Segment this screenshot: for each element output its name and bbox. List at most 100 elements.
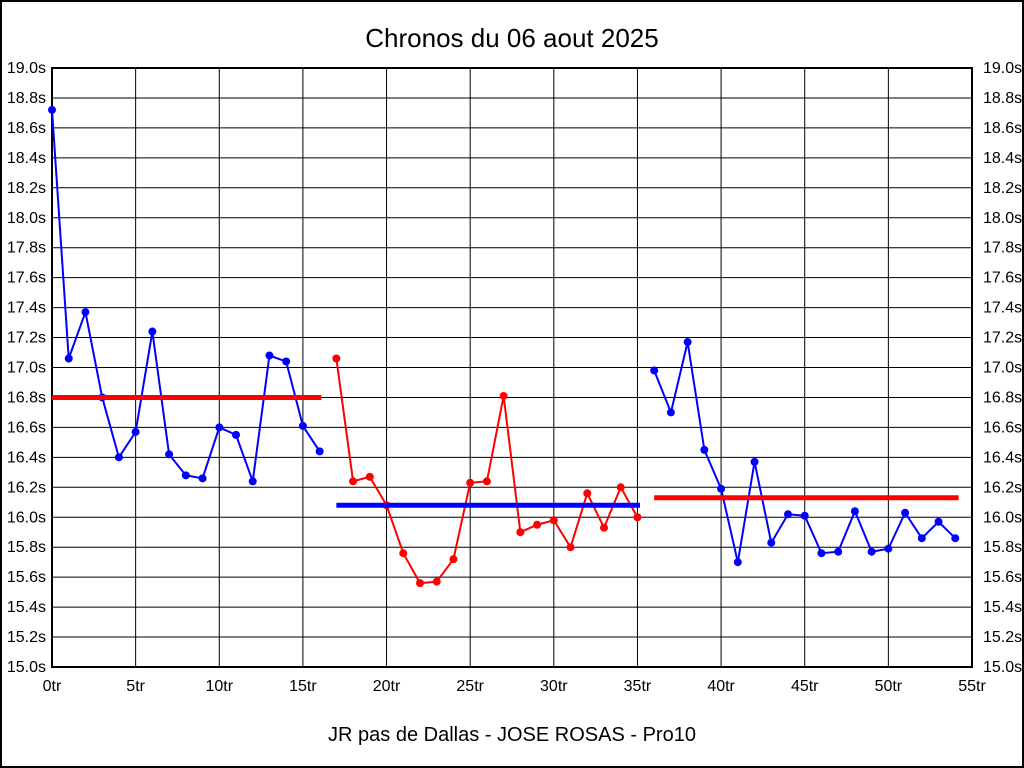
y-tick-label-left: 16.0s — [7, 509, 46, 526]
y-tick-label-left: 18.8s — [7, 90, 46, 107]
x-tick-label: 55tr — [958, 678, 986, 695]
chart-caption: JR pas de Dallas - JOSE ROSAS - Pro10 — [328, 724, 696, 746]
stint-1-point — [248, 477, 257, 486]
stint-3-point — [666, 408, 675, 417]
y-tick-label-left: 17.4s — [7, 300, 46, 317]
stint-3-point — [750, 457, 759, 466]
stint-2-point — [449, 555, 458, 564]
stint-1-point — [81, 308, 90, 317]
x-tick-label: 10tr — [205, 678, 233, 695]
y-tick-label-left: 16.8s — [7, 389, 46, 406]
stint-2-point — [416, 579, 424, 588]
x-tick-label: 40tr — [707, 678, 735, 695]
plot-border — [51, 67, 973, 668]
y-tick-label-right: 15.0s — [983, 659, 1022, 676]
stint-3-point — [867, 547, 876, 556]
y-tick-label-right: 19.0s — [983, 60, 1022, 77]
x-tick-label: 25tr — [456, 678, 484, 695]
stint-2-point — [349, 477, 358, 486]
y-tick-label-right: 15.8s — [983, 539, 1022, 556]
y-tick-label-right: 18.2s — [983, 180, 1022, 197]
stint-3-point — [650, 366, 659, 375]
y-tick-label-left: 15.8s — [7, 539, 46, 556]
stint-1-point — [198, 474, 207, 483]
y-tick-label-left: 17.0s — [7, 360, 46, 377]
stint-3-point — [784, 510, 792, 519]
y-tick-label-left: 18.6s — [7, 120, 46, 137]
y-tick-label-left: 15.6s — [7, 569, 46, 586]
stint-3-point — [917, 534, 926, 543]
y-tick-label-right: 17.4s — [983, 300, 1022, 317]
y-tick-label-right: 18.8s — [983, 90, 1022, 107]
y-tick-label-right: 18.6s — [983, 120, 1022, 137]
stint-2-point — [616, 483, 625, 492]
x-tick-label: 50tr — [875, 678, 903, 695]
stint-2-point — [583, 489, 592, 498]
stint-2-point — [633, 513, 642, 522]
stint-1-point — [215, 423, 224, 432]
y-tick-label-right: 18.4s — [983, 150, 1022, 167]
stint-3-point — [884, 544, 893, 553]
stint-1-line — [51, 109, 321, 482]
y-tick-label-right: 16.4s — [983, 449, 1022, 466]
x-tick-label: 45tr — [791, 678, 819, 695]
y-tick-label-right: 18.0s — [983, 210, 1022, 227]
stint-3-point — [901, 508, 910, 517]
stint-2-point — [365, 472, 374, 481]
stint-2-point — [499, 391, 508, 400]
y-tick-label-left: 16.4s — [7, 449, 46, 466]
y-tick-label-right: 16.6s — [983, 419, 1022, 436]
stint-2-point — [482, 477, 491, 486]
stint-2-point — [432, 577, 441, 586]
y-tick-label-left: 17.2s — [7, 330, 46, 347]
y-tick-label-left: 16.6s — [7, 419, 46, 436]
stint-1-point — [148, 327, 157, 336]
y-tick-label-left: 18.0s — [7, 210, 46, 227]
y-tick-label-right: 15.6s — [983, 569, 1022, 586]
stint-3-point — [934, 517, 943, 526]
stint-3-point — [700, 445, 709, 454]
y-tick-label-left: 15.0s — [7, 659, 46, 676]
y-tick-label-right: 17.6s — [983, 270, 1022, 287]
x-tick-label: 15tr — [289, 678, 317, 695]
x-tick-label: 20tr — [373, 678, 401, 695]
stint-3-point — [951, 534, 960, 543]
y-tick-label-left: 16.2s — [7, 479, 46, 496]
stint-3-point — [850, 507, 859, 516]
stint-3-point — [817, 549, 826, 558]
y-tick-label-right: 15.2s — [983, 629, 1022, 646]
y-tick-label-right: 17.8s — [983, 240, 1022, 257]
stint-1-point — [165, 450, 174, 459]
stint-3-point — [800, 511, 809, 520]
stint-2-point — [399, 549, 408, 558]
y-tick-label-right: 16.8s — [983, 389, 1022, 406]
y-tick-label-left: 18.4s — [7, 150, 46, 167]
chart-title: Chronos du 06 aout 2025 — [365, 23, 659, 53]
x-tick-label: 0tr — [43, 678, 62, 695]
stint-1-point — [282, 357, 291, 366]
stint-1-point — [114, 453, 123, 462]
stint-1-point — [48, 105, 56, 114]
stint-2-point — [600, 523, 608, 532]
x-tick-label: 35tr — [624, 678, 652, 695]
stint-2-point — [516, 528, 525, 537]
x-tick-label: 5tr — [126, 678, 145, 695]
stint-3-point — [767, 538, 776, 547]
stint-2-point — [549, 516, 558, 525]
y-tick-label-left: 17.6s — [7, 270, 46, 287]
stint-1-point — [315, 447, 324, 456]
y-tick-label-left: 18.2s — [7, 180, 46, 197]
stint-3-point — [834, 547, 843, 556]
stint-3-point — [683, 338, 692, 347]
y-tick-label-left: 15.2s — [7, 629, 46, 646]
y-tick-label-left: 19.0s — [7, 60, 46, 77]
y-tick-label-right: 16.2s — [983, 479, 1022, 496]
stint-3-point — [733, 558, 742, 567]
y-tick-label-left: 15.4s — [7, 599, 46, 616]
stint-2-point — [533, 520, 542, 529]
stint-2-point — [466, 478, 475, 487]
stint-1-point — [232, 430, 240, 439]
stint-1-point — [181, 471, 190, 480]
